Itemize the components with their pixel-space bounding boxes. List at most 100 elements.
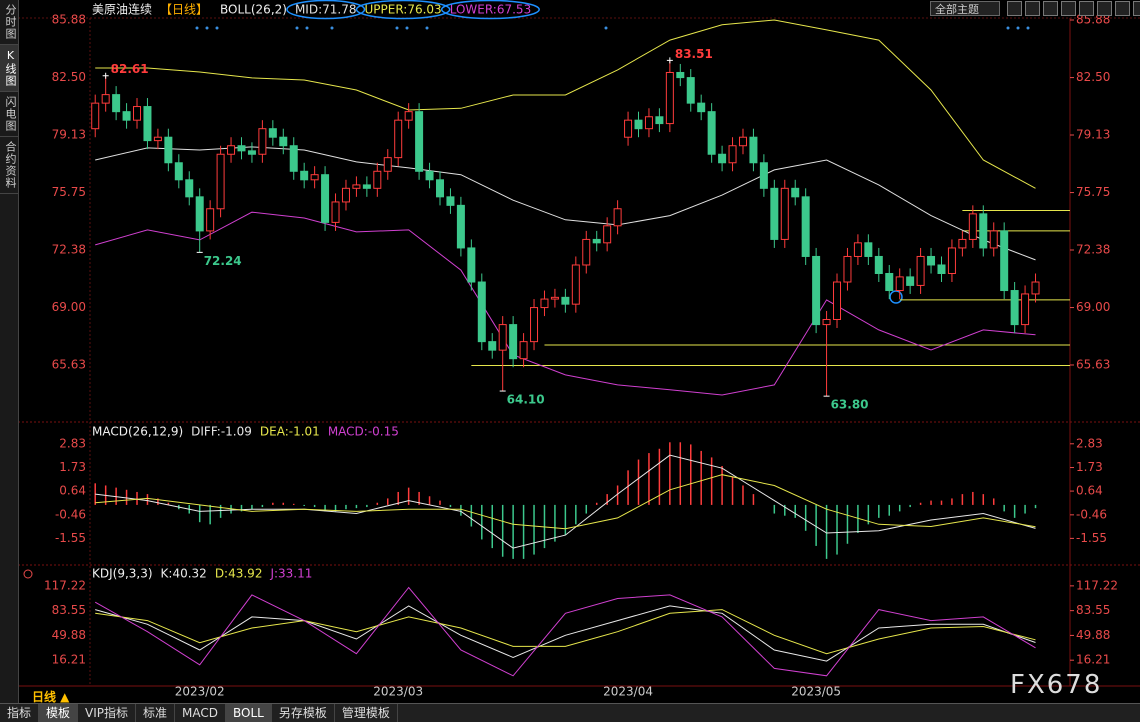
candle-body: [477, 281, 486, 343]
icon-button[interactable]: [1025, 1, 1040, 16]
tab[interactable]: 另存模板: [272, 704, 335, 722]
candle-body: [592, 238, 601, 244]
candle-body: [906, 276, 915, 286]
candle-body: [603, 225, 612, 244]
candle-body: [247, 150, 256, 155]
y-tick-label: 16.21: [1076, 653, 1110, 667]
period-label: 【日线】: [160, 3, 208, 17]
y-tick-label: 85.88: [1076, 13, 1110, 27]
tab[interactable]: 标准: [136, 704, 176, 722]
tab[interactable]: 管理模板: [335, 704, 398, 722]
candle-body: [164, 136, 173, 164]
candle-body: [885, 272, 894, 292]
y-tick-label: 2.83: [59, 436, 86, 450]
tab[interactable]: VIP指标: [78, 704, 137, 722]
highlight-oval: [355, 0, 451, 20]
candle-body: [122, 111, 131, 121]
legend-entry: UPPER:76.03: [364, 3, 441, 17]
candle-body: [561, 296, 570, 305]
y-tick-label: 0.64: [1076, 484, 1103, 498]
candle-body: [227, 145, 236, 155]
candle-body: [279, 136, 288, 147]
candle-body: [415, 111, 424, 172]
candle-body: [519, 341, 528, 360]
legend-entry: MID:71.78: [295, 3, 357, 17]
icon-button[interactable]: [1043, 1, 1058, 16]
y-tick-label: -1.55: [55, 531, 86, 545]
candle-body: [540, 298, 549, 309]
icon-button[interactable]: [1115, 1, 1130, 16]
y-tick-label: 65.63: [52, 357, 86, 371]
candle-body: [989, 230, 998, 249]
candle-body: [143, 106, 152, 142]
panel-title: MACD(26,12,9): [92, 425, 183, 439]
icon-button[interactable]: [1097, 1, 1112, 16]
candle-body: [436, 179, 444, 198]
sidebar-tab[interactable]: 合约资料: [0, 137, 18, 194]
candle-body: [613, 208, 622, 227]
candle-body: [498, 324, 507, 351]
candle-body: [352, 184, 361, 189]
candle-body: [289, 145, 298, 172]
candle-body: [1031, 281, 1040, 295]
tab[interactable]: MACD: [175, 704, 227, 722]
indicator-line: [95, 19, 1036, 189]
candle-body: [216, 153, 225, 210]
candle-body: [624, 119, 633, 138]
indicator-label: BOLL(26,2): [220, 3, 287, 17]
candle-body: [780, 187, 789, 240]
y-tick-label: 69.00: [52, 300, 86, 314]
candle-body: [101, 94, 110, 104]
candle-body: [550, 296, 559, 300]
icon-button[interactable]: [1133, 1, 1140, 16]
y-tick-label: 1.73: [1076, 460, 1103, 474]
low-label: 72.24: [204, 254, 242, 268]
y-tick-label: 1.73: [59, 460, 86, 474]
low-label: 64.10: [507, 393, 545, 407]
extreme-marker: [666, 57, 673, 64]
sidebar-tab[interactable]: K线图: [0, 45, 18, 92]
candle-body: [686, 77, 695, 104]
sidebar-tab[interactable]: 分时图: [0, 0, 18, 45]
y-tick-label: 75.75: [52, 185, 86, 199]
candle-body: [258, 128, 267, 155]
theme-select[interactable]: 全部主题: [930, 1, 1000, 16]
panel-title: 美原油连续: [92, 2, 152, 17]
y-tick-label: -0.46: [1076, 507, 1107, 521]
candle-body: [582, 238, 591, 266]
candle-body: [958, 238, 967, 249]
candle-body: [331, 201, 340, 223]
x-tick-label: 2023/04: [603, 685, 653, 699]
icon-button[interactable]: [1079, 1, 1094, 16]
candle-body: [1021, 293, 1030, 326]
candle-body: [655, 116, 664, 125]
legend-entry: LOWER:67.53: [450, 3, 532, 17]
y-tick-label: 69.00: [1076, 300, 1110, 314]
icon-button[interactable]: [1007, 1, 1022, 16]
legend-entry: MACD:-0.15: [328, 425, 399, 439]
y-tick-label: 65.63: [1076, 357, 1110, 371]
candle-body: [665, 71, 674, 125]
tab[interactable]: 模板: [39, 704, 79, 722]
candle-body: [373, 170, 382, 189]
panel-title: KDJ(9,3,3): [92, 567, 153, 581]
candle-body: [112, 94, 121, 113]
candle-body: [268, 128, 277, 138]
x-tick-label: 2023/05: [791, 685, 841, 699]
icon-button[interactable]: [1061, 1, 1076, 16]
candle-body: [833, 281, 842, 320]
candle-body: [801, 196, 810, 257]
candle-body: [895, 276, 904, 292]
candle-body: [153, 136, 162, 142]
indicator-line: [95, 454, 1036, 549]
candle-body: [1000, 230, 1009, 292]
candle-body: [446, 196, 455, 206]
tab[interactable]: 指标: [0, 704, 40, 722]
sidebar-tab[interactable]: 闪电图: [0, 92, 18, 137]
indicator-line: [95, 474, 1036, 530]
period-switch[interactable]: 日线 ▲: [32, 690, 70, 704]
y-tick-label: 83.55: [1076, 603, 1110, 617]
candle-body: [937, 264, 946, 274]
tab[interactable]: BOLL: [226, 704, 272, 722]
